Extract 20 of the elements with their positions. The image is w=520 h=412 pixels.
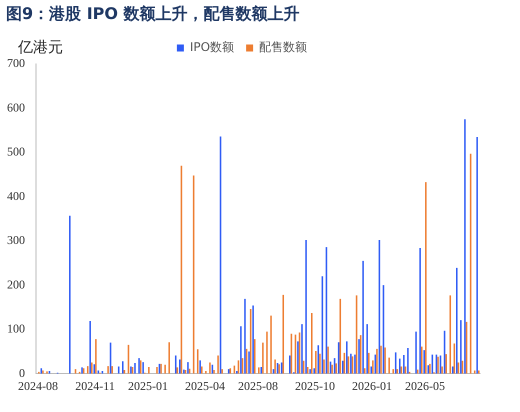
- x-tick-label: 2026-05: [405, 378, 446, 393]
- x-tick-label: 2025-04: [185, 378, 226, 393]
- chart-title: 图9：港股 IPO 数额上升，配售数额上升: [6, 4, 300, 25]
- y-tick-label: 0: [19, 366, 25, 380]
- x-tick-label: 2025-01: [128, 378, 168, 393]
- y-tick-label: 700: [7, 56, 25, 70]
- y-tick-label: 100: [7, 322, 25, 336]
- y-tick-label: 300: [7, 233, 25, 248]
- x-tick-label: 2025-08: [238, 378, 278, 393]
- legend-label: IPO数额: [190, 40, 234, 54]
- x-tick-label: 2025-10: [295, 378, 336, 393]
- y-tick-label: 500: [7, 144, 25, 159]
- legend-label: 配售数额: [259, 40, 308, 54]
- x-tick-label: 2024-11: [75, 378, 115, 393]
- y-tick-label: 200: [7, 277, 25, 292]
- x-tick-label: 2026-01: [352, 378, 392, 393]
- y-tick-label: 400: [7, 188, 25, 203]
- y-axis-title: 亿港元: [17, 38, 63, 56]
- x-tick-label: 2024-08: [18, 378, 58, 393]
- y-tick-label: 600: [7, 100, 25, 114]
